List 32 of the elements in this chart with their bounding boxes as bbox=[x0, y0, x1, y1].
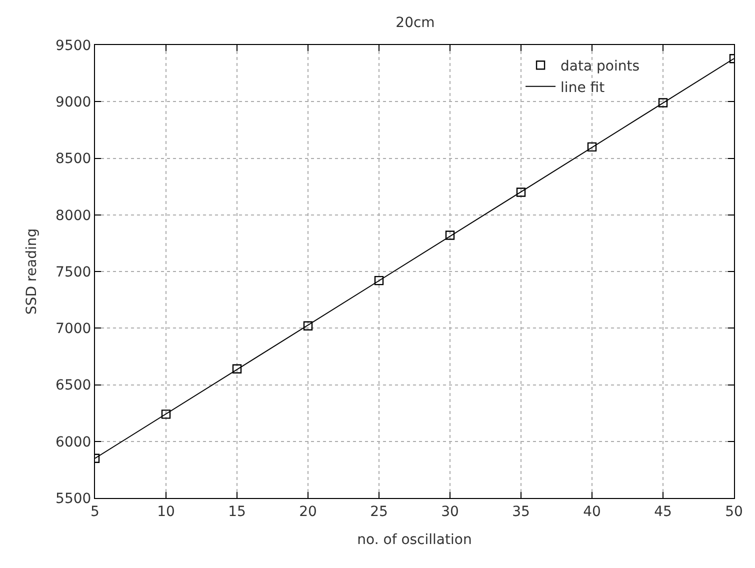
y-tick-label: 9000 bbox=[56, 94, 92, 111]
y-tick-label: 6000 bbox=[56, 434, 92, 450]
y-tick-label: 7000 bbox=[56, 321, 92, 338]
point bbox=[516, 188, 526, 197]
y-axis-title: SSD reading bbox=[24, 228, 40, 315]
x-axis-title: no. of oscillation bbox=[357, 532, 472, 548]
x-tick-label: 5 bbox=[90, 504, 100, 520]
point bbox=[303, 321, 313, 330]
legend-label: line fit bbox=[560, 80, 606, 96]
y-tick-label: 6500 bbox=[56, 378, 92, 394]
legend-label: data points bbox=[560, 58, 640, 75]
chart-title: 20cm bbox=[396, 14, 435, 31]
x-tick-label: 30 bbox=[441, 504, 459, 520]
y-tick-label: 7500 bbox=[56, 264, 92, 280]
point bbox=[232, 364, 242, 374]
point bbox=[445, 230, 455, 240]
x-tick-label: 35 bbox=[512, 504, 530, 520]
point bbox=[161, 410, 171, 419]
x-tick-label: 45 bbox=[654, 504, 672, 520]
y-tick-label: 5500 bbox=[56, 490, 92, 507]
x-tick-label: 50 bbox=[725, 504, 743, 520]
x-tick-label: 40 bbox=[583, 504, 601, 520]
y-tick-label: 9500 bbox=[56, 38, 92, 54]
point bbox=[658, 98, 668, 108]
x-tick-label: 10 bbox=[157, 504, 175, 520]
x-tick-label: 15 bbox=[228, 504, 246, 520]
point bbox=[374, 276, 384, 286]
point bbox=[587, 142, 597, 152]
y-tick-label: 8000 bbox=[56, 208, 92, 224]
x-tick-label: 20 bbox=[299, 504, 317, 520]
y-tick-label: 8500 bbox=[56, 151, 92, 168]
x-tick-label: 25 bbox=[370, 504, 388, 520]
